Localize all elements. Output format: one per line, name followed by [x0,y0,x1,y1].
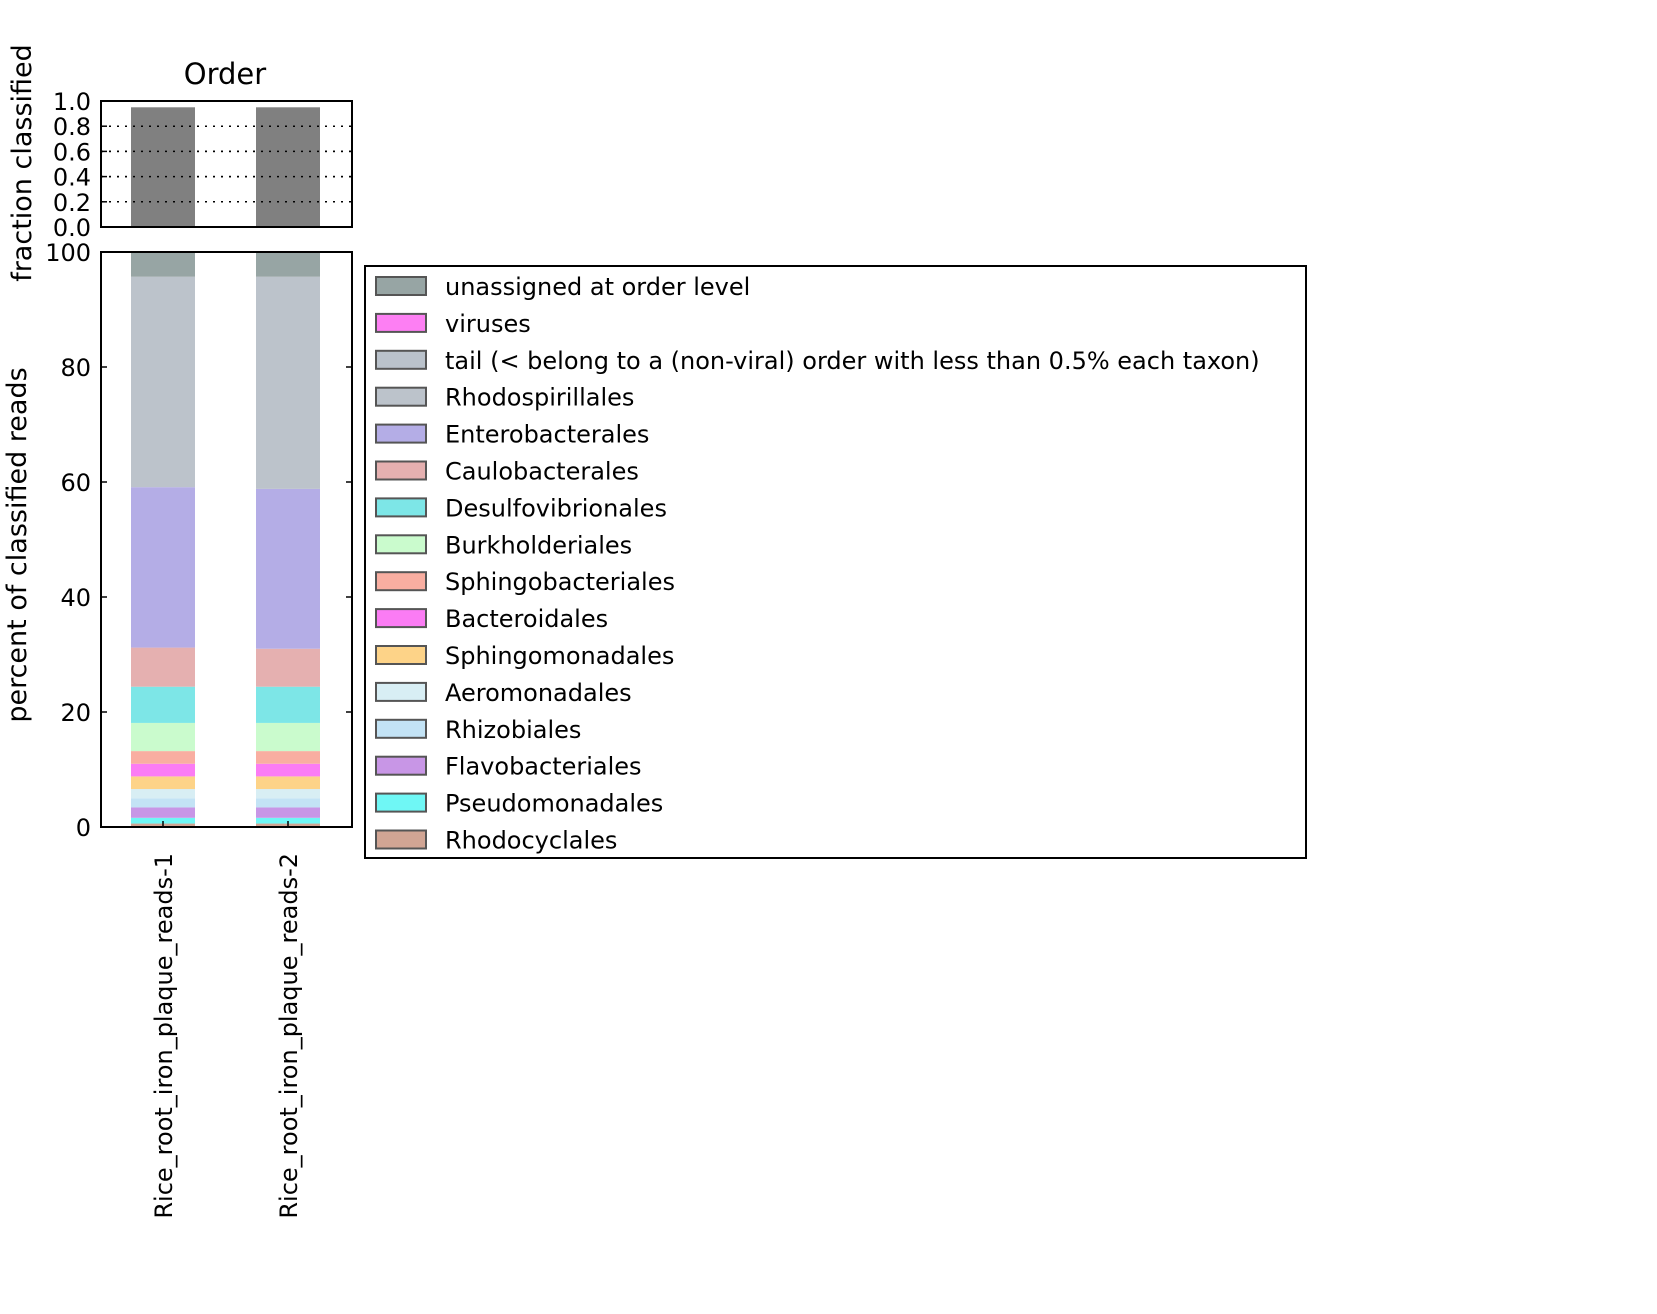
stack-segment-bacteroidales-2 [256,763,320,777]
legend-swatch [375,792,427,813]
percent-y-tick-label: 0 [76,814,91,842]
legend-label: Burkholderiales [445,531,632,559]
percent-y-tick-label: 80 [60,354,91,382]
legend-label: Sphingomonadales [445,642,674,670]
percent-y-tick-label: 100 [45,239,91,267]
legend-swatch [375,829,427,850]
legend-swatch [375,534,427,555]
stack-segment-rhizobiales-1 [131,798,195,808]
stack-segment-unassigned-at-order-level-2 [256,252,320,277]
stack-segment-sphingomonadales-1 [131,776,195,790]
percent-y-tick-label: 40 [60,584,91,612]
stack-segment-aeromonadales-2 [256,789,320,799]
stack-segment-sphingomonadales-2 [256,776,320,790]
fraction-classified-axis-label: fraction classified [7,44,38,282]
fraction-y-ticks: 0.00.20.40.60.81.0 [53,88,107,242]
legend-label: Enterobacterales [445,421,649,449]
fraction-y-tick-label: 1.0 [53,88,91,116]
fraction-y-tick-label: 0.6 [53,138,91,166]
stack-segment-sphingobacteriales-1 [131,751,195,764]
legend-label: Caulobacterales [445,458,639,486]
legend-swatch [375,423,427,444]
legend-label: Sphingobacteriales [445,568,675,596]
legend-label: Pseudomonadales [445,790,663,818]
sample-label-2: Rice_root_iron_plaque_reads-2 [275,853,303,1219]
stack-segment-pseudomonadales-2 [256,817,320,824]
stack-segment-desulfovibrionales-1 [131,686,195,723]
fraction-bars [101,107,352,227]
legend-label: Flavobacteriales [445,753,642,781]
legend-swatch [375,349,427,370]
percent-classified-panel: percent of classified reads 0 20 40 60 80 100… [2,239,353,1219]
stacked-bars [131,252,320,827]
stack-segment-unassigned-at-order-level-1 [131,252,195,277]
stack-segment-rhodospirillales-1 [131,276,195,488]
stack-segment-caulobacterales-1 [131,647,195,687]
fraction-y-tick-label: 0.8 [53,113,91,141]
legend-swatch [375,718,427,739]
percent-y-tick-label: 60 [60,469,91,497]
stack-segment-enterobacterales-2 [256,488,320,649]
legend-label: unassigned at order level [445,273,750,301]
legend-label: Rhodocyclales [445,827,617,855]
legend-label: tail (< belong to a (non-viral) order wi… [445,347,1260,375]
percent-y-ticks: 0 20 40 60 80 100 [45,239,352,842]
stack-segment-flavobacteriales-2 [256,807,320,818]
stack-segment-rhodospirillales-2 [256,276,320,489]
legend-swatch [375,681,427,702]
legend-label: Rhodospirillales [445,384,634,412]
legend-swatch [375,571,427,592]
legend-swatch [375,645,427,665]
stack-segment-sphingobacteriales-2 [256,751,320,764]
fraction-bar-2 [256,107,320,227]
stack-segment-enterobacterales-1 [131,487,195,648]
percent-classified-axis-label: percent of classified reads [2,367,33,722]
legend-swatch [375,312,427,333]
legend-label: Desulfovibrionales [445,494,667,522]
fraction-bar-1 [131,107,195,227]
fraction-plot-frame [100,100,353,228]
legend-label: Rhizobiales [445,716,581,744]
stack-segment-burkholderiales-2 [256,722,320,752]
stack-segment-flavobacteriales-1 [131,807,195,818]
percent-y-tick-label: 20 [60,699,91,727]
stack-segment-rhizobiales-2 [256,798,320,808]
legend-swatch [375,460,427,481]
legend-label: viruses [445,310,531,338]
sample-labels: Rice_root_iron_plaque_reads-1 Rice_root_i… [150,821,303,1219]
stack-segment-bacteroidales-1 [131,763,195,777]
legend: unassigned at order level viruses tail (< … [364,265,1307,859]
percent-plot-frame [100,251,353,828]
stack-segment-burkholderiales-1 [131,722,195,752]
legend-swatch [375,608,427,629]
legend-label: Bacteroidales [445,605,608,633]
legend-swatch [375,386,427,407]
stack-segment-aeromonadales-1 [131,789,195,799]
stack-segment-desulfovibrionales-2 [256,686,320,723]
legend-frame [364,265,1307,859]
sample-label-1: Rice_root_iron_plaque_reads-1 [150,853,178,1219]
stack-segment-pseudomonadales-1 [131,817,195,824]
chart-title: Order [184,57,266,91]
fraction-y-tick-label: 0.0 [53,214,91,242]
stack-segment-caulobacterales-2 [256,648,320,687]
legend-label: Aeromonadales [445,679,632,707]
legend-swatch [375,755,427,776]
fraction-y-tick-label: 0.2 [53,189,91,217]
fraction-y-tick-label: 0.4 [53,164,91,192]
legend-swatch [375,276,427,296]
fraction-classified-panel: Order fraction classified 0.00.20.40.60.… [7,44,353,282]
legend-swatch [375,497,427,518]
